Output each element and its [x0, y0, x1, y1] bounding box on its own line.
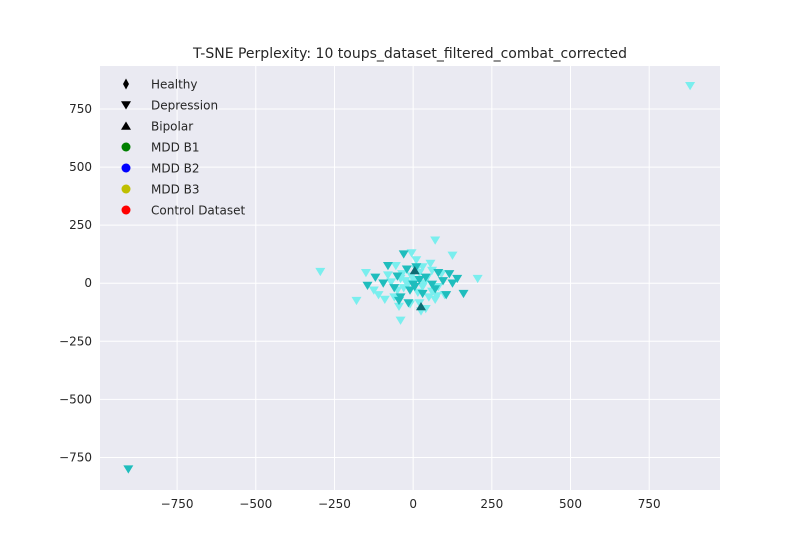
legend-label: MDD B1	[151, 141, 200, 155]
data-point	[373, 291, 384, 300]
data-point	[411, 256, 422, 265]
data-point	[393, 296, 404, 306]
legend-marker	[121, 121, 131, 130]
x-tick-label: 750	[638, 497, 661, 511]
data-point	[368, 286, 379, 295]
legend-label: Control Dataset	[151, 204, 245, 218]
y-tick-label: −500	[59, 392, 92, 406]
data-point	[403, 299, 414, 308]
legend-label: Bipolar	[151, 120, 193, 134]
chart-title: T-SNE Perplexity: 10 toups_dataset_filte…	[192, 46, 627, 62]
y-tick-label: −250	[59, 334, 92, 348]
data-point	[452, 274, 463, 284]
data-point	[427, 266, 438, 275]
legend-marker	[121, 142, 131, 152]
data-point	[438, 277, 449, 286]
legend-label: Depression	[151, 99, 218, 113]
data-point	[420, 273, 431, 282]
data-point	[417, 263, 428, 272]
data-point	[423, 293, 434, 302]
data-point	[414, 299, 425, 308]
y-tick-label: 0	[84, 276, 92, 290]
data-point	[401, 265, 412, 274]
data-point	[382, 271, 393, 280]
data-point	[397, 270, 408, 279]
x-tick-label: −250	[318, 497, 351, 511]
data-point	[390, 262, 401, 271]
data-point	[393, 302, 404, 311]
x-tick-label: 250	[480, 497, 503, 511]
data-point	[458, 289, 469, 299]
data-point	[389, 284, 400, 293]
data-point	[382, 262, 393, 271]
y-tick-label: −750	[59, 450, 92, 464]
data-point	[447, 279, 458, 288]
x-axis-ticks: −750 −500 −250 0 250 500 750	[161, 497, 661, 511]
data-point	[472, 274, 483, 284]
data-point	[427, 280, 438, 289]
data-point	[360, 269, 371, 278]
data-point	[409, 282, 420, 292]
data-point	[417, 282, 428, 292]
x-tick-label: −750	[161, 497, 194, 511]
legend-marker	[121, 184, 131, 194]
data-point	[411, 263, 422, 272]
y-tick-label: 750	[69, 102, 92, 116]
data-point	[379, 295, 390, 304]
legend-marker	[123, 78, 129, 90]
legend-label: MDD B2	[151, 162, 200, 176]
data-point	[395, 316, 406, 325]
data-point	[351, 296, 362, 306]
data-point	[386, 278, 397, 287]
data-points	[123, 81, 696, 474]
data-point	[409, 265, 420, 275]
data-point	[398, 284, 409, 293]
data-point	[430, 236, 441, 245]
data-point	[405, 286, 415, 295]
y-tick-label: 250	[69, 218, 92, 232]
data-point	[685, 81, 696, 91]
data-point	[441, 291, 452, 300]
x-tick-label: 0	[409, 497, 417, 511]
data-point	[444, 270, 455, 279]
legend-label: MDD B3	[151, 183, 200, 197]
legend-marker	[121, 101, 131, 110]
x-tick-label: −500	[239, 497, 272, 511]
data-point	[378, 279, 389, 288]
data-point	[362, 281, 373, 291]
y-axis-ticks: −750 −500 −250 0 250 500 750	[59, 102, 92, 464]
data-point	[431, 292, 442, 301]
legend-marker	[121, 205, 131, 215]
data-point	[433, 269, 444, 278]
data-point	[417, 289, 428, 299]
legend: Healthy Depression Bipolar MDD B1 MDD B2 MDD …	[121, 78, 245, 218]
data-point	[430, 285, 441, 294]
legend-label: Healthy	[151, 78, 198, 92]
data-point	[398, 250, 409, 259]
data-point	[416, 301, 427, 311]
data-point	[389, 293, 400, 302]
data-point	[447, 251, 458, 260]
data-point	[425, 259, 436, 268]
data-point	[315, 267, 326, 277]
x-tick-label: 500	[559, 497, 582, 511]
data-point	[123, 465, 134, 474]
legend-marker	[121, 163, 131, 173]
data-point	[406, 249, 417, 258]
data-point	[414, 275, 425, 285]
y-tick-label: 500	[69, 160, 92, 174]
data-point	[392, 272, 403, 281]
data-point	[370, 273, 381, 282]
